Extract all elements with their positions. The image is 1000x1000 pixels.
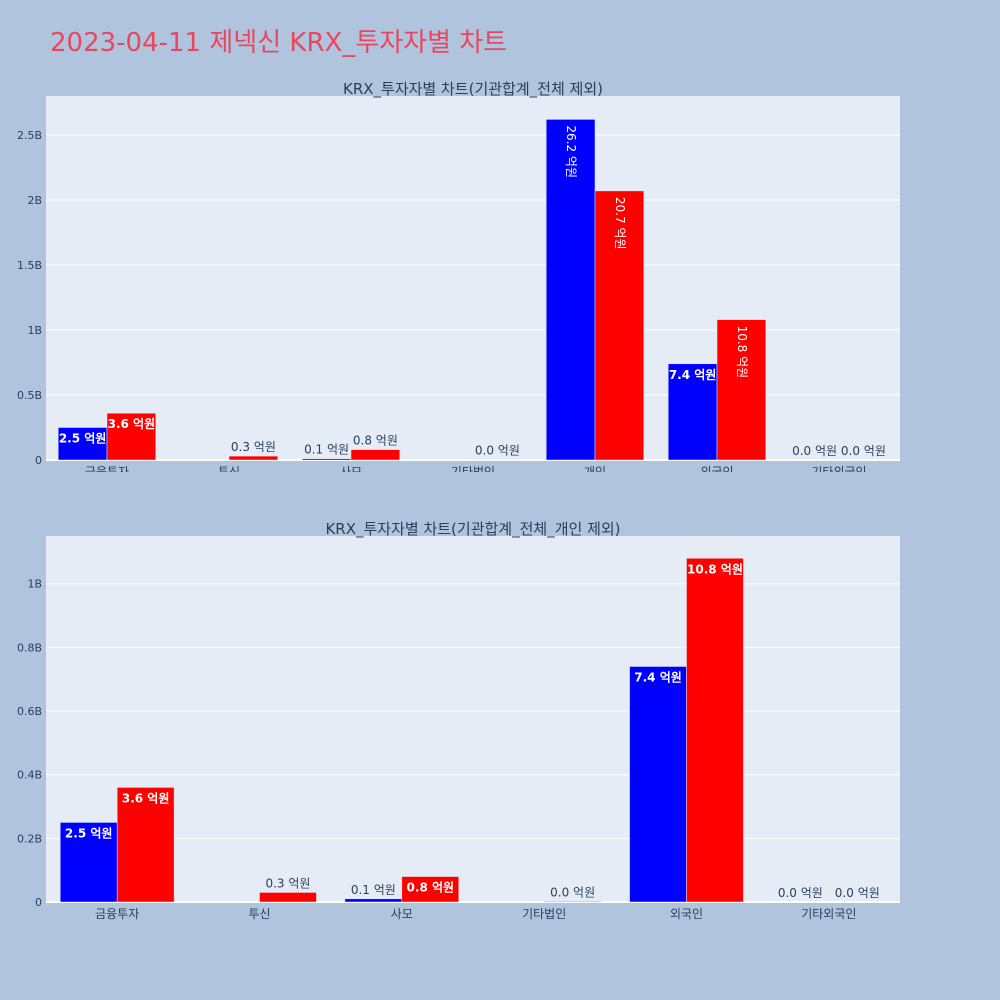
x-tick-label: 외국인 (700, 465, 733, 472)
data-label: 0.1 억원 (304, 443, 349, 457)
data-label: 0.0 억원 (778, 886, 823, 900)
data-label: 3.6 억원 (108, 417, 156, 431)
data-label: 7.4 억원 (634, 670, 682, 684)
bar (594, 190, 645, 461)
data-label: 0.0 억원 (550, 885, 595, 899)
y-tick-label: 0 (35, 454, 42, 467)
data-label: 20.7 억원 (613, 197, 627, 250)
y-tick-label: 0.4B (17, 769, 42, 782)
bar (106, 412, 157, 461)
y-tick-label: 1B (27, 578, 42, 591)
chart-excl-individual: KRX_투자자별 차트(기관합계_전체_개인 제외) 0 0.2B 0.4B 0.6B… (0, 512, 1000, 932)
bar (667, 363, 718, 461)
chart-title: KRX_투자자별 차트(기관합계_전체 제외) (343, 80, 603, 98)
x-tick-label: 사모 (391, 907, 413, 921)
page-title: 2023-04-11 제넥신 KRX_투자자별 차트 (50, 28, 508, 58)
bar (686, 558, 744, 903)
bar (543, 901, 602, 903)
data-label: 2.5 억원 (59, 432, 107, 446)
x-tick-label: 기타외국인 (811, 465, 866, 472)
plot-area (46, 536, 900, 902)
data-label: 0.1 억원 (351, 883, 396, 897)
y-tick-label: 0.8B (17, 641, 42, 654)
x-tick-label: 사모 (340, 465, 362, 472)
y-tick-label: 0.6B (17, 705, 42, 718)
bar (545, 119, 596, 461)
chart-all-investors: KRX_투자자별 차트(기관합계_전체 제외) 0 0.5B 1B 1.5B 2B 2.5… (0, 72, 1000, 479)
data-label: 0.0 억원 (792, 444, 837, 458)
data-label: 0.3 억원 (231, 440, 276, 454)
x-tick-label: 투신 (248, 907, 270, 921)
data-label: 0.0 억원 (475, 444, 520, 458)
bar (59, 822, 118, 903)
x-tick-label: 기타법인 (451, 465, 495, 472)
y-tick-label: 0.5B (17, 389, 42, 402)
y-tick-label: 0 (35, 896, 42, 909)
y-tick-label: 1.5B (17, 259, 42, 272)
bar (57, 427, 108, 461)
data-label: 0.8 억원 (353, 434, 398, 448)
plot-area (46, 96, 900, 460)
data-label: 0.8 억원 (407, 881, 455, 895)
bar (301, 458, 352, 461)
bar (401, 876, 460, 903)
bar (259, 892, 317, 903)
x-tick-label: 기타법인 (522, 907, 566, 921)
data-label: 10.8 억원 (735, 326, 749, 379)
data-label: 0.3 억원 (265, 876, 310, 890)
data-label: 26.2 억원 (564, 125, 578, 178)
bar (344, 898, 403, 903)
y-tick-label: 0.2B (17, 832, 42, 845)
y-tick-label: 2.5B (17, 129, 42, 142)
data-label: 0.0 억원 (841, 444, 886, 458)
x-tick-label: 외국인 (670, 907, 703, 921)
data-label: 2.5 억원 (65, 826, 113, 840)
x-tick-label: 개인 (584, 465, 606, 472)
x-tick-label: 기타외국인 (801, 907, 856, 921)
data-label: 0.0 억원 (835, 886, 880, 900)
x-tick-label: 금융투자 (85, 465, 129, 472)
chart-title: KRX_투자자별 차트(기관합계_전체_개인 제외) (325, 520, 621, 538)
y-tick-label: 2B (27, 194, 42, 207)
bar (716, 319, 767, 461)
x-tick-label: 금융투자 (95, 907, 139, 921)
data-label: 7.4 억원 (669, 368, 717, 382)
bar (116, 787, 175, 903)
bar (629, 666, 687, 903)
data-label: 10.8 억원 (687, 562, 743, 576)
data-label: 3.6 억원 (122, 791, 170, 805)
x-tick-label: 투신 (218, 465, 240, 472)
bar (228, 455, 279, 461)
y-tick-label: 1B (27, 324, 42, 337)
bar (350, 449, 401, 461)
